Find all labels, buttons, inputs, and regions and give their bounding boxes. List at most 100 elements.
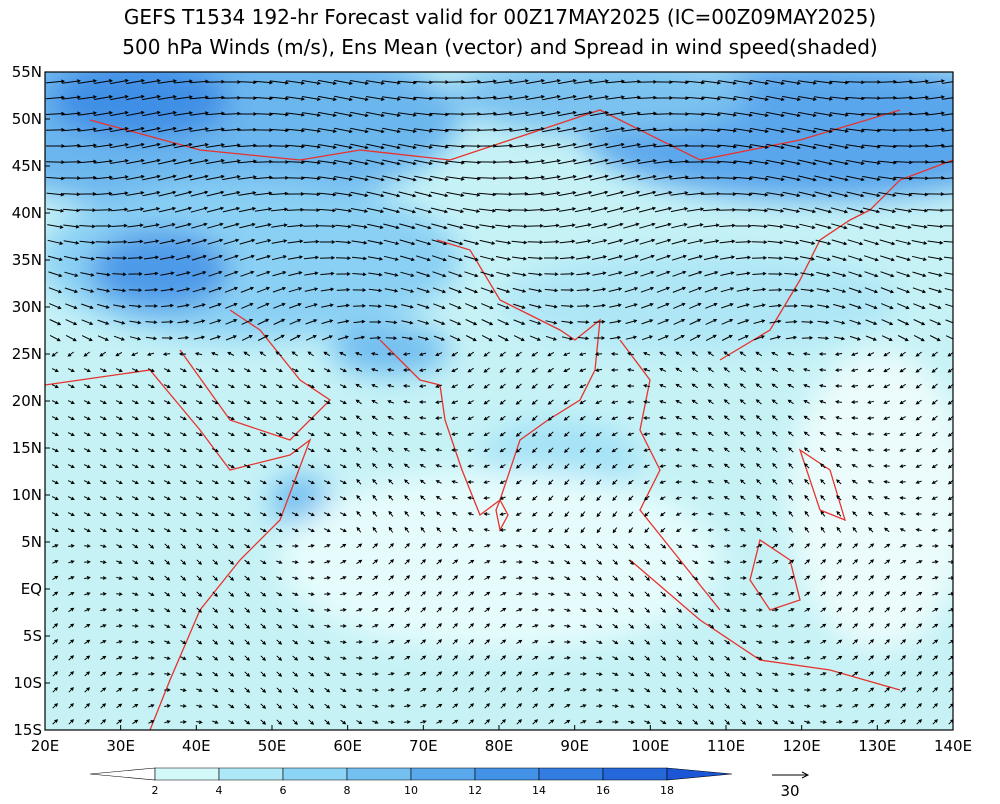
wind-arrow — [931, 367, 938, 373]
wind-arrow — [593, 319, 606, 324]
wind-arrow — [846, 144, 865, 149]
wind-arrow — [717, 144, 738, 149]
wind-arrow — [289, 334, 301, 341]
wind-arrow — [339, 400, 347, 405]
wind-arrow — [334, 176, 353, 181]
wind-arrow — [612, 543, 618, 549]
wind-arrow — [832, 287, 847, 293]
wind-arrow — [894, 192, 913, 197]
wind-arrow — [574, 110, 593, 117]
wind-arrow — [382, 191, 401, 198]
wind-arrow — [164, 720, 171, 724]
wind-arrow — [79, 240, 96, 245]
wind-arrow — [692, 671, 698, 677]
wind-arrow — [243, 384, 251, 389]
wind-arrow — [899, 367, 906, 373]
wind-arrow — [527, 256, 544, 261]
wind-arrow — [275, 416, 283, 421]
wind-arrow — [766, 111, 785, 118]
colorbar-swatch — [538, 767, 604, 781]
wind-arrow — [564, 672, 571, 676]
wind-arrow — [158, 110, 177, 117]
wind-arrow — [739, 415, 746, 421]
wind-arrow — [607, 254, 623, 261]
wind-arrow — [740, 544, 747, 548]
wind-arrow — [436, 639, 443, 645]
wind-arrow — [639, 254, 655, 261]
wind-arrow — [910, 208, 929, 213]
wind-arrow — [401, 304, 414, 309]
wind-arrow — [701, 112, 722, 117]
wind-arrow — [323, 384, 331, 389]
colorbar-swatch — [89, 767, 156, 781]
wind-arrow — [532, 592, 539, 596]
wind-arrow — [435, 384, 443, 388]
wind-arrow — [750, 176, 769, 181]
wind-arrow — [324, 703, 331, 709]
wind-arrow — [644, 559, 651, 565]
wind-arrow — [147, 496, 155, 501]
wind-arrow — [100, 560, 107, 564]
wind-arrow — [497, 335, 509, 342]
wind-arrow — [255, 223, 272, 229]
wind-arrow — [931, 480, 938, 484]
wind-arrow — [383, 223, 400, 230]
wind-arrow — [388, 623, 395, 629]
colorbar-label: 8 — [344, 784, 351, 797]
wind-arrow — [414, 207, 433, 214]
wind-arrow — [531, 399, 538, 405]
wind-arrow — [643, 480, 650, 485]
wind-arrow — [626, 352, 635, 356]
wind-arrow — [355, 399, 362, 405]
wind-arrow — [179, 384, 187, 389]
wind-arrow — [564, 656, 571, 660]
wind-arrow — [132, 608, 139, 612]
wind-arrow — [478, 79, 497, 84]
wind-arrow — [372, 559, 379, 565]
wind-arrow — [788, 478, 794, 485]
wind-arrow — [116, 719, 123, 725]
wind-arrow — [593, 303, 606, 308]
wind-arrow — [484, 544, 491, 548]
wind-arrow — [286, 80, 305, 85]
wind-arrow — [628, 543, 635, 549]
wind-arrow — [755, 415, 762, 421]
wind-arrow — [612, 704, 619, 708]
wind-arrow — [239, 222, 256, 229]
wind-arrow — [676, 703, 683, 709]
wind-arrow — [942, 193, 953, 195]
wind-arrow — [515, 496, 522, 501]
wind-arrow — [526, 159, 545, 164]
wind-arrow — [195, 416, 203, 421]
wind-arrow — [372, 591, 379, 597]
wind-arrow — [68, 560, 75, 564]
wind-arrow — [398, 143, 417, 150]
wind-arrow — [545, 335, 557, 341]
wind-arrow — [928, 271, 943, 277]
wind-arrow — [740, 640, 747, 644]
wind-arrow — [94, 207, 113, 212]
wind-arrow — [355, 415, 362, 421]
wind-arrow — [660, 671, 667, 677]
wind-arrow — [750, 208, 769, 213]
wind-arrow — [468, 591, 475, 597]
wind-arrow — [644, 671, 651, 677]
wind-arrow — [129, 320, 142, 325]
wind-arrow — [580, 720, 587, 724]
wind-arrow — [622, 190, 641, 197]
wind-arrow — [851, 479, 858, 485]
wind-arrow — [291, 512, 299, 517]
wind-arrow — [446, 191, 465, 197]
x-axis-label: 40E — [182, 737, 211, 755]
wind-arrow — [628, 704, 635, 708]
wind-arrow — [467, 432, 474, 436]
wind-arrow — [452, 687, 459, 693]
wind-arrow — [548, 527, 554, 533]
wind-arrow — [452, 591, 459, 597]
wind-arrow — [52, 719, 59, 725]
wind-arrow — [126, 142, 145, 149]
wind-arrow — [945, 335, 953, 341]
wind-arrow — [404, 688, 411, 692]
wind-arrow — [478, 208, 497, 213]
wind-arrow — [83, 416, 91, 421]
